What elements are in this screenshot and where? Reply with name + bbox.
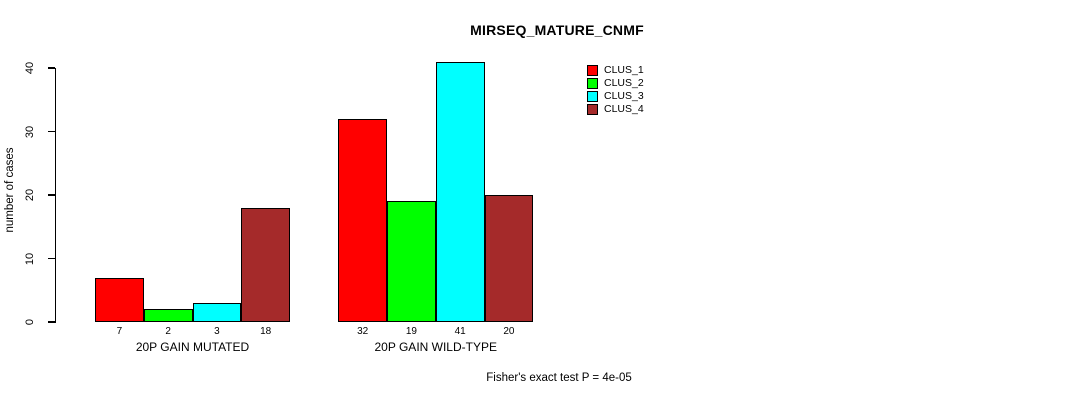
bar-clus_3-group1 bbox=[192, 302, 242, 322]
bar-clus_2-group2 bbox=[387, 201, 436, 322]
bar-clus_1-group1 bbox=[95, 277, 144, 322]
y-tick-mark bbox=[47, 67, 55, 69]
bar-value-label: 20 bbox=[503, 326, 515, 337]
y-axis-line bbox=[54, 68, 56, 324]
y-tick-label: 20 bbox=[24, 188, 36, 202]
bar-clus_1-group2 bbox=[338, 118, 387, 322]
bar-clus_4-group2 bbox=[484, 195, 534, 322]
y-tick-label: 0 bbox=[24, 318, 36, 326]
bar-value-label: 41 bbox=[454, 326, 466, 337]
legend-swatch-clus_1 bbox=[587, 65, 598, 76]
y-tick-mark bbox=[47, 130, 55, 133]
x-category-label: 20P GAIN WILD-TYPE bbox=[374, 340, 497, 354]
bar-value-label: 3 bbox=[214, 326, 220, 337]
legend-swatch-clus_4 bbox=[587, 104, 598, 115]
annotation-fisher-test: Fisher's exact test P = 4e-05 bbox=[486, 372, 632, 384]
bar-clus_3-group2 bbox=[435, 61, 485, 322]
y-tick-label: 10 bbox=[24, 252, 36, 265]
bar-clus_4-group1 bbox=[241, 207, 290, 322]
bar-value-label: 18 bbox=[260, 326, 272, 337]
y-tick-label: 40 bbox=[24, 61, 36, 75]
bar-clus_2-group1 bbox=[143, 309, 193, 322]
y-tick-mark bbox=[47, 194, 55, 196]
x-category-label: 20P GAIN MUTATED bbox=[135, 340, 250, 354]
legend-label-clus_3: CLUS_3 bbox=[604, 90, 644, 102]
y-tick-mark bbox=[47, 321, 55, 323]
y-tick-mark bbox=[47, 257, 55, 260]
legend-swatch-clus_2 bbox=[587, 78, 598, 89]
chart-title: MIRSEQ_MATURE_CNMF bbox=[470, 22, 644, 38]
legend-label-clus_4: CLUS_4 bbox=[604, 103, 644, 115]
legend-label-clus_2: CLUS_2 bbox=[604, 77, 644, 89]
bar-value-label: 2 bbox=[165, 326, 171, 337]
bar-value-label: 32 bbox=[357, 326, 369, 337]
legend-label-clus_1: CLUS_1 bbox=[604, 64, 644, 76]
bar-value-label: 7 bbox=[116, 326, 123, 337]
bar-value-label: 19 bbox=[405, 326, 417, 337]
y-tick-label: 30 bbox=[24, 125, 36, 138]
legend-swatch-clus_3 bbox=[587, 91, 598, 102]
